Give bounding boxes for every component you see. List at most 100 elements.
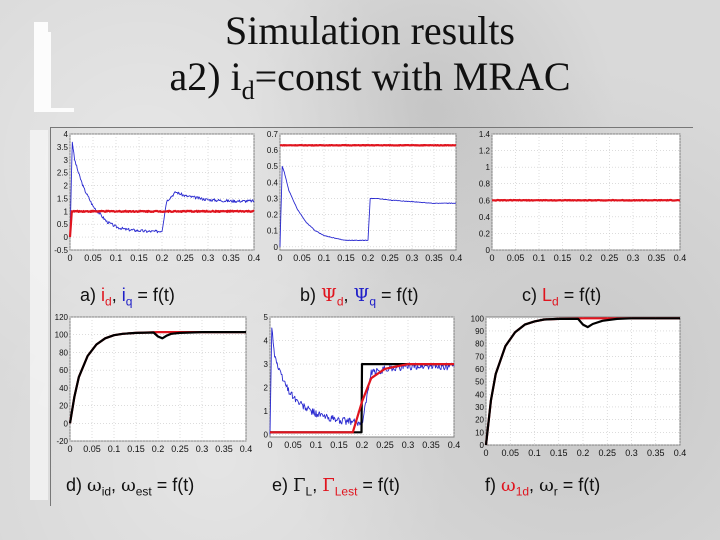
y-tick-label: 60 [59, 366, 68, 375]
x-tick-label: 0.1 [108, 444, 121, 454]
y-tick-label: 0.4 [479, 213, 491, 222]
y-tick-label: 20 [475, 416, 484, 425]
y-tick-label: 90 [475, 327, 484, 336]
caption-a-prefix: a) [80, 285, 102, 305]
y-tick-label: 2 [64, 182, 69, 191]
caption-f-sep: , [529, 475, 540, 495]
x-tick-label: 0.15 [554, 253, 572, 263]
x-tick-label: 0 [277, 253, 282, 263]
caption-a: a) id, iq = f(t) [80, 285, 175, 309]
y-tick-label: 1.4 [479, 130, 491, 139]
x-tick-label: 0.25 [176, 253, 194, 263]
x-tick-label: 0.25 [601, 253, 619, 263]
series-c-Ld [491, 198, 681, 202]
x-tick-label: 0 [489, 253, 494, 263]
y-tick-label: 1 [64, 207, 69, 216]
y-tick-label: 0.5 [267, 162, 279, 171]
x-tick-label: 0.2 [577, 448, 590, 458]
x-tick-label: 0.4 [448, 440, 461, 450]
x-tick-label: 0.05 [284, 440, 302, 450]
figure-frame [50, 127, 693, 506]
series-f-ω1d [484, 317, 680, 446]
x-tick-label: 0.4 [674, 448, 687, 458]
y-tick-label: 0 [274, 243, 279, 252]
x-tick-label: 0.4 [450, 253, 463, 263]
x-tick-label: 0.3 [196, 444, 209, 454]
x-tick-label: 0.1 [533, 253, 546, 263]
chart-b: 0 0.05 0.1 0.15 0.2 0.25 0.3 0.35 0.4 0 0.1 0.2 0.3 0… [267, 130, 463, 263]
x-tick-label: 0.3 [627, 253, 640, 263]
y-tick-label: -20 [56, 437, 68, 446]
caption-b-var2: Ψ [353, 285, 370, 306]
caption-d-sub2: est [135, 484, 152, 499]
y-tick-label: 0 [480, 441, 485, 450]
x-tick-label: 0.35 [648, 253, 666, 263]
x-tick-label: 0.15 [337, 253, 355, 263]
caption-d-suffix: = f(t) [151, 475, 195, 495]
caption-f-suffix: = f(t) [557, 475, 601, 495]
y-tick-label: 0 [486, 246, 491, 255]
x-tick-label: 0.35 [222, 253, 240, 263]
y-tick-label: 3 [64, 156, 69, 165]
chart-d: 0 0.05 0.1 0.15 0.2 0.25 0.3 0.35 0.4-2002040608… [55, 313, 253, 454]
caption-b-sep: , [343, 285, 354, 305]
caption-b: b) Ψd, Ψq = f(t) [300, 285, 419, 309]
x-tick-label: 0.2 [152, 444, 165, 454]
x-tick-label: 0.05 [83, 444, 101, 454]
y-tick-label: 10 [475, 428, 484, 437]
x-tick-label: 0.1 [310, 440, 323, 450]
x-tick-label: 0.35 [215, 444, 233, 454]
x-tick-label: 0.4 [240, 444, 253, 454]
caption-d-var1: ω [87, 475, 102, 496]
x-tick-label: 0.1 [318, 253, 331, 263]
y-tick-label: 0.6 [479, 196, 491, 205]
x-tick-label: 0.2 [156, 253, 169, 263]
x-tick-label: 0.3 [202, 253, 215, 263]
x-tick-label: 0.05 [507, 253, 525, 263]
y-tick-label: 0.2 [479, 229, 491, 238]
caption-e: e) ΓL, ΓLest = f(t) [272, 475, 400, 499]
y-tick-label: 1 [486, 163, 491, 172]
x-tick-label: 0.1 [528, 448, 541, 458]
decor-bar-vertical-2 [48, 32, 51, 108]
caption-f-prefix: f) [485, 475, 501, 495]
x-tick-label: 0.2 [356, 440, 369, 450]
caption-f: f) ω1d, ωr = f(t) [485, 475, 600, 499]
caption-e-sub2: Lest [334, 484, 358, 499]
y-tick-label: 1.5 [57, 194, 69, 203]
caption-b-suffix: = f(t) [376, 285, 419, 305]
y-tick-label: 100 [471, 314, 485, 323]
caption-e-prefix: e) [272, 475, 294, 495]
x-tick-label: 0 [267, 440, 272, 450]
caption-a-var1: i [101, 285, 106, 305]
x-tick-label: 0.1 [110, 253, 123, 263]
caption-a-suffix: = f(t) [132, 285, 175, 305]
series-e-ΓLest-red [270, 362, 454, 434]
x-tick-label: 0.05 [84, 253, 102, 263]
chart-e: 0 0.05 0.1 0.15 0.2 0.25 0.3 0.35 0.4 0 1 2 3 4 5 [264, 313, 461, 450]
x-tick-label: 0.15 [330, 440, 348, 450]
caption-d-var2: ω [121, 475, 136, 496]
caption-e-sub1: L [305, 484, 313, 499]
x-tick-label: 0.05 [501, 448, 519, 458]
y-tick-label: 40 [475, 390, 484, 399]
x-tick-label: 0 [67, 444, 72, 454]
decor-bar-horizontal [34, 108, 74, 112]
caption-c-var1: L [542, 285, 553, 305]
x-tick-label: 0.35 [647, 448, 665, 458]
caption-a-sub2: q [125, 294, 133, 309]
caption-e-suffix: = f(t) [357, 475, 400, 495]
x-tick-label: 0.2 [580, 253, 593, 263]
x-tick-label: 0.4 [248, 253, 261, 263]
x-tick-label: 0.25 [381, 253, 399, 263]
series-b-Ψq [279, 165, 457, 247]
title-suffix: =const with MRAC [254, 54, 571, 99]
y-tick-label: 0.8 [479, 180, 491, 189]
title-line-1: Simulation results [225, 8, 515, 53]
y-tick-label: 0.2 [267, 211, 279, 220]
y-tick-label: 1.2 [479, 147, 491, 156]
x-tick-label: 0.3 [406, 253, 419, 263]
y-tick-label: 0 [264, 431, 269, 440]
y-tick-label: 30 [475, 403, 484, 412]
y-tick-label: -0.5 [54, 246, 68, 255]
